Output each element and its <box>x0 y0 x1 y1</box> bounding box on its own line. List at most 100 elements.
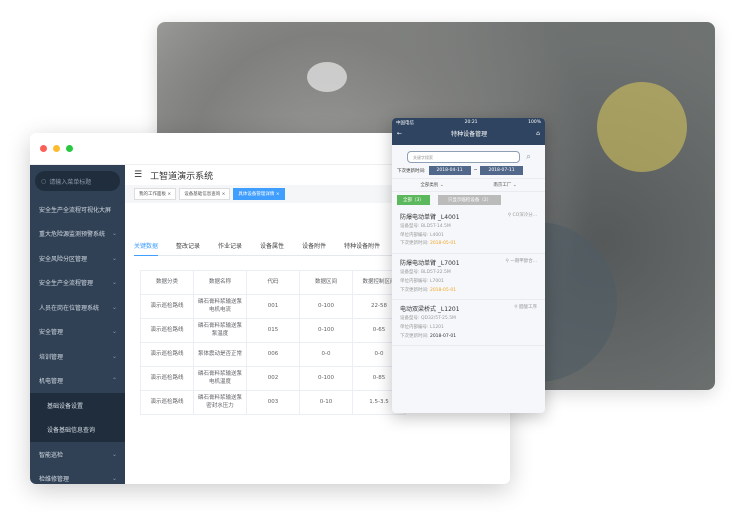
sidebar-item[interactable]: 安全管理 ⌄ <box>30 320 125 345</box>
sidebar-item[interactable]: 检维修管理 ⌄ <box>30 467 125 485</box>
page-title: 工智道演示系统 <box>150 171 214 182</box>
table-cell: 002 <box>246 366 300 391</box>
date-label: 下次更新时间: <box>397 168 426 174</box>
date-to[interactable]: 2018-07-11 <box>480 166 523 175</box>
table-cell: 磷石膏料浆输送泵电机电流 <box>193 294 247 319</box>
next-update-value: 2018-07-01 <box>429 333 457 339</box>
sidebar-item[interactable]: 安全生产全流程可视化大屏 <box>30 197 125 222</box>
sidebar-item[interactable]: 智能巡检 ⌄ <box>30 442 125 467</box>
overdue-filter-button[interactable]: 只显示临检设备（2） <box>437 195 502 205</box>
model-value: BLD5T-22.5M <box>420 270 451 276</box>
mobile-title: 特种设备管理 <box>451 131 488 138</box>
mobile-screen: 中国电信 20:21 100% ← 特种设备管理 ⌂ 关键字搜索 ⌕ 下次更新时间: 20… <box>392 118 545 413</box>
tab[interactable]: 关键数据 <box>134 241 159 256</box>
table-cell: 磷石膏料浆输送泵电机温度 <box>193 366 247 391</box>
sidebar-item[interactable]: 机电管理 ⌃ <box>30 369 125 394</box>
table-cell: 演示巡检路线 <box>140 390 194 415</box>
tag-label: 设备基础信息查询 <box>184 192 221 197</box>
sidebar-item-label: 机电管理 <box>39 378 64 386</box>
column-header: 数据区间 <box>299 270 353 295</box>
close-icon[interactable]: × <box>274 192 280 197</box>
code-label: 单位内部编号: <box>400 278 429 284</box>
sidebar-item-label: 培训管理 <box>39 353 64 361</box>
tab[interactable]: 设备属性 <box>260 243 285 250</box>
search-icon: ○ <box>41 177 47 185</box>
sidebar-item[interactable]: 人员在岗在位管理系统 ⌄ <box>30 295 125 320</box>
table-cell: 演示巡检路线 <box>140 366 194 391</box>
equipment-list-item[interactable]: 防爆电动单臂 _L4001 ⚲ CO深冷分... 设备型号: BLD5T-14.5… <box>392 208 545 255</box>
table-row: 演示巡检路线 磷石膏料浆输送泵泵温度 015 0-100 0-65 <box>140 318 406 343</box>
sidebar-item[interactable]: 安全风险分区管理 ⌄ <box>30 246 125 271</box>
table-cell: 0-10 <box>299 390 353 415</box>
equipment-location: 醋酸工序 <box>519 305 537 311</box>
table-cell: 0-100 <box>299 318 353 343</box>
back-arrow-icon[interactable]: ← <box>397 130 403 137</box>
next-update-label: 下次更新时间: <box>400 241 429 247</box>
maximize-dot[interactable] <box>66 145 73 152</box>
category-filter[interactable]: 全部类别 ⌄ <box>420 183 444 188</box>
sidebar: ○ 请输入菜单标题 安全生产全流程可视化大屏 重大危险源监测预警系统 ⌄ 安全风险分区管… <box>30 165 125 484</box>
table-cell: 015 <box>246 318 300 343</box>
status-bar: 中国电信 20:21 100% <box>392 118 545 128</box>
table-row: 演示巡检路线 磷石膏料浆输送泵电机温度 002 0-100 0-85 <box>140 366 406 391</box>
search-placeholder: 关键字搜索 <box>413 155 433 160</box>
next-update-value: 2018-05-01 <box>429 241 457 247</box>
sidebar-item[interactable]: 重大危险源监测预警系统 ⌄ <box>30 222 125 247</box>
sidebar-item[interactable]: 安全生产全流程管理 ⌄ <box>30 271 125 296</box>
date-from[interactable]: 2018-04-11 <box>428 166 471 175</box>
table-cell: 006 <box>246 342 300 367</box>
sidebar-item-label: 人员在岗在位管理系统 <box>39 304 100 312</box>
chevron-down-icon: ⌄ <box>111 254 117 262</box>
tab-bar: 关键数据 整改记录 作业记录 设备属性 设备附件 特种设备附件 <box>134 241 510 256</box>
chevron-down-icon: ⌄ <box>111 279 117 287</box>
table-cell: 003 <box>246 390 300 415</box>
table-cell: 001 <box>246 294 300 319</box>
chevron-down-icon: ⌄ <box>111 303 117 311</box>
table-cell: 演示巡检路线 <box>140 318 194 343</box>
sidebar-item[interactable]: 基础设备设置 <box>30 393 125 418</box>
tag[interactable]: 具体设备管理详情 × <box>233 188 285 200</box>
chevron-down-icon: ⌄ <box>111 230 117 238</box>
close-dot[interactable] <box>40 145 47 152</box>
table-cell: 演示巡检路线 <box>140 294 194 319</box>
close-icon[interactable]: × <box>166 192 172 197</box>
table-cell: 磷石膏料浆输送泵泵温度 <box>193 318 247 343</box>
code-label: 单位内部编号: <box>400 232 429 238</box>
close-icon[interactable]: × <box>220 192 226 197</box>
sidebar-item-label: 智能巡检 <box>39 451 64 459</box>
tag[interactable]: 设备基础信息查询 × <box>179 188 231 200</box>
equipment-location: CO深冷分... <box>512 213 537 218</box>
mobile-search-input[interactable]: 关键字搜索 <box>407 151 520 163</box>
tab[interactable]: 设备附件 <box>302 243 327 250</box>
search-icon[interactable]: ⌕ <box>526 152 532 162</box>
home-icon[interactable]: ⌂ <box>536 130 540 137</box>
all-button[interactable]: 全部（3） <box>397 195 430 205</box>
sidebar-item[interactable]: 培训管理 ⌄ <box>30 344 125 369</box>
table-cell: 演示巡检路线 <box>140 342 194 367</box>
carrier: 中国电信 <box>396 121 414 126</box>
sidebar-item[interactable]: 设备基础信息查询 <box>30 417 125 442</box>
tag[interactable]: 我的工作面板 × <box>134 188 177 200</box>
tag-label: 具体设备管理详情 <box>238 192 275 197</box>
tab[interactable]: 作业记录 <box>218 243 243 250</box>
minimize-dot[interactable] <box>53 145 60 152</box>
battery: 100% <box>528 120 541 125</box>
next-update-value: 2018-05-01 <box>429 287 457 293</box>
clock: 20:21 <box>464 120 478 125</box>
table-cell: 0-0 <box>299 342 353 367</box>
location-pin-icon: ⚲ <box>507 213 512 218</box>
table-row: 演示巡检路线 磷石膏料浆输送泵电机电流 001 0-100 22-58 <box>140 294 406 319</box>
chevron-down-icon: ⌄ <box>111 450 117 458</box>
equipment-name: 电动双梁桥式 _L1201 <box>400 306 460 314</box>
factory-filter[interactable]: 南京工厂 ⌄ <box>493 183 517 188</box>
code-value: L4001 <box>429 232 444 238</box>
column-header: 代码 <box>246 270 300 295</box>
equipment-list-item[interactable]: 防爆电动单臂 _L7001 ⚲ 一期甲醇合... 设备型号: BLD5T-22.5… <box>392 254 545 301</box>
hamburger-icon[interactable]: ☰ <box>134 170 143 180</box>
menu-search-input[interactable]: ○ 请输入菜单标题 <box>35 171 120 191</box>
sidebar-item-label: 设备基础信息查询 <box>47 427 96 435</box>
tab[interactable]: 特种设备附件 <box>344 243 381 250</box>
equipment-name: 防爆电动单臂 _L4001 <box>400 214 460 221</box>
equipment-list-item[interactable]: 电动双梁桥式 _L1201 ⚲ 醋酸工序 设备型号: QD32/5T-25.5M … <box>392 300 545 347</box>
tab[interactable]: 整改记录 <box>176 243 201 250</box>
